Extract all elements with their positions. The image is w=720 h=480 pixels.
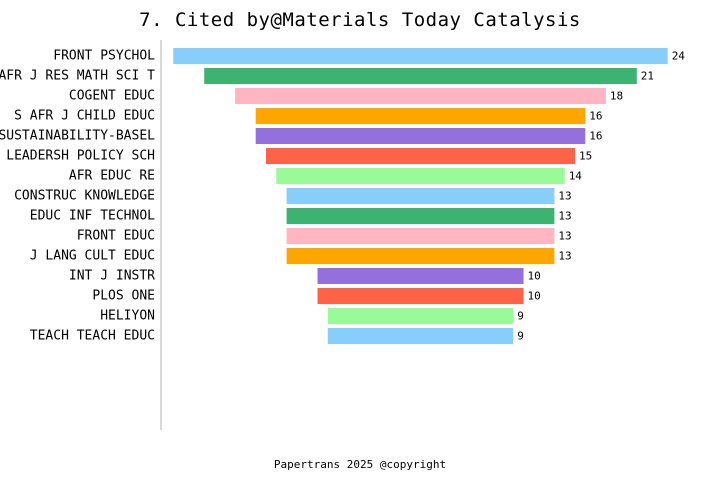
- value-label: 13: [558, 230, 571, 243]
- value-label: 13: [558, 250, 571, 263]
- category-label: FRONT EDUC: [77, 229, 155, 244]
- bar-teach-teach-educ: [327, 328, 514, 344]
- bar-educ-inf-technol: [286, 208, 555, 224]
- category-label: J LANG CULT EDUC: [30, 249, 155, 264]
- bar-int-j-instr: [317, 268, 524, 284]
- category-label: AFR J RES MATH SCI T: [0, 69, 155, 84]
- value-label: 13: [558, 190, 571, 203]
- footer-copyright: Papertrans 2025 @copyright: [273, 458, 447, 471]
- value-label: 24: [672, 50, 686, 63]
- value-label: 14: [569, 170, 583, 183]
- value-label: 9: [517, 330, 524, 343]
- value-labels: 24 21 18 16 16 15 14 13 13 13 13 10 10 9 9: [517, 50, 685, 343]
- bar-afr-educ-re: [276, 168, 565, 184]
- category-label: SUSTAINABILITY-BASEL: [0, 129, 155, 144]
- bar-s-afr-j-child-educ: [255, 108, 586, 124]
- category-label: HELIYON: [100, 309, 155, 324]
- value-label: 9: [517, 310, 524, 323]
- category-label: S AFR J CHILD EDUC: [14, 109, 155, 124]
- bar-leadersh-policy-sch: [266, 148, 575, 164]
- value-label: 15: [579, 150, 592, 163]
- bar-front-psychol: [173, 48, 668, 64]
- category-label: CONSTRUC KNOWLEDGE: [14, 189, 155, 204]
- value-label: 21: [641, 70, 654, 83]
- category-label: COGENT EDUC: [69, 89, 155, 104]
- bar-construc-knowledge: [286, 188, 555, 204]
- category-label: FRONT PSYCHOL: [53, 49, 155, 64]
- bar-cogent-educ: [235, 88, 606, 104]
- bar-j-lang-cult-educ: [286, 248, 555, 264]
- category-label: TEACH TEACH EDUC: [30, 329, 155, 344]
- value-label: 16: [589, 110, 602, 123]
- bar-sustainability-basel: [255, 128, 586, 144]
- chart-title: 7. Cited by@Materials Today Catalysis: [139, 9, 581, 31]
- bar-front-educ: [286, 228, 555, 244]
- value-label: 10: [528, 270, 541, 283]
- value-label: 10: [528, 290, 541, 303]
- category-label: AFR EDUC RE: [69, 169, 155, 184]
- value-label: 16: [589, 130, 602, 143]
- value-label: 18: [610, 90, 623, 103]
- value-label: 13: [558, 210, 571, 223]
- category-label: EDUC INF TECHNOL: [30, 209, 155, 224]
- bar-heliyon: [327, 308, 514, 324]
- category-label: PLOS ONE: [92, 289, 155, 304]
- bar-afr-j-res-math-sci-t: [204, 68, 637, 84]
- category-label: INT J INSTR: [69, 269, 155, 284]
- category-labels: FRONT PSYCHOL AFR J RES MATH SCI T COGENT …: [0, 49, 155, 344]
- category-label: LEADERSH POLICY SCH: [6, 149, 155, 164]
- bar-plos-one: [317, 288, 524, 304]
- bars-layer: [173, 48, 668, 344]
